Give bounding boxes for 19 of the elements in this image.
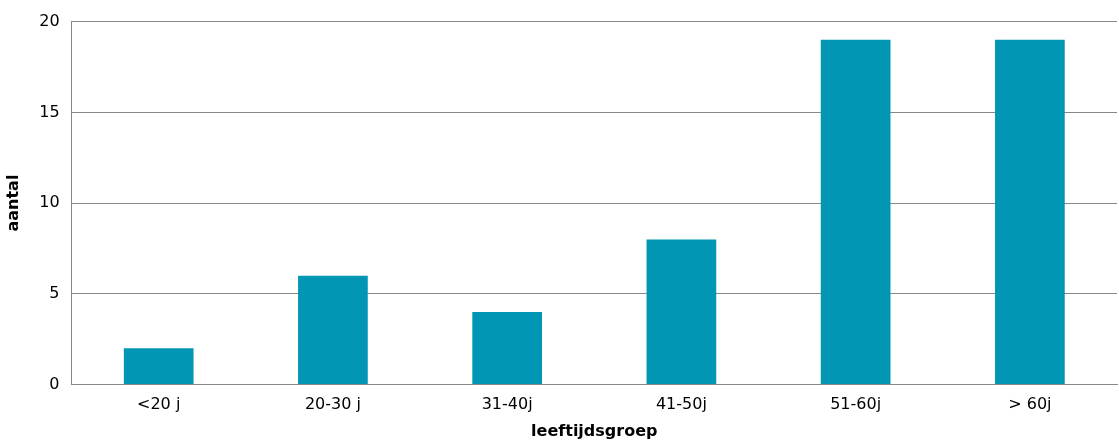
- x-tick-label: 20-30 j: [304, 394, 361, 414]
- y-tick-label: 0: [49, 373, 60, 393]
- x-tick-label: 31-40j: [481, 394, 533, 414]
- y-tick-label: 5: [49, 283, 60, 303]
- y-axis-title: aantal: [2, 174, 22, 232]
- x-tick-label: 41-50j: [655, 394, 707, 414]
- x-tick-label: 51-60j: [830, 394, 882, 414]
- x-tick-label: > 60j: [1008, 394, 1052, 414]
- bar: [123, 348, 194, 385]
- y-tick-label: 15: [39, 101, 60, 121]
- bar: [820, 39, 891, 385]
- x-axis-title: leeftijdsgroep: [531, 420, 658, 440]
- bar: [472, 312, 543, 385]
- x-tick-label: <20 j: [137, 394, 181, 414]
- bar: [646, 239, 717, 385]
- bar: [995, 39, 1065, 385]
- y-tick-label: 20: [39, 10, 60, 30]
- bar: [298, 275, 368, 385]
- y-tick-label: 10: [39, 192, 60, 212]
